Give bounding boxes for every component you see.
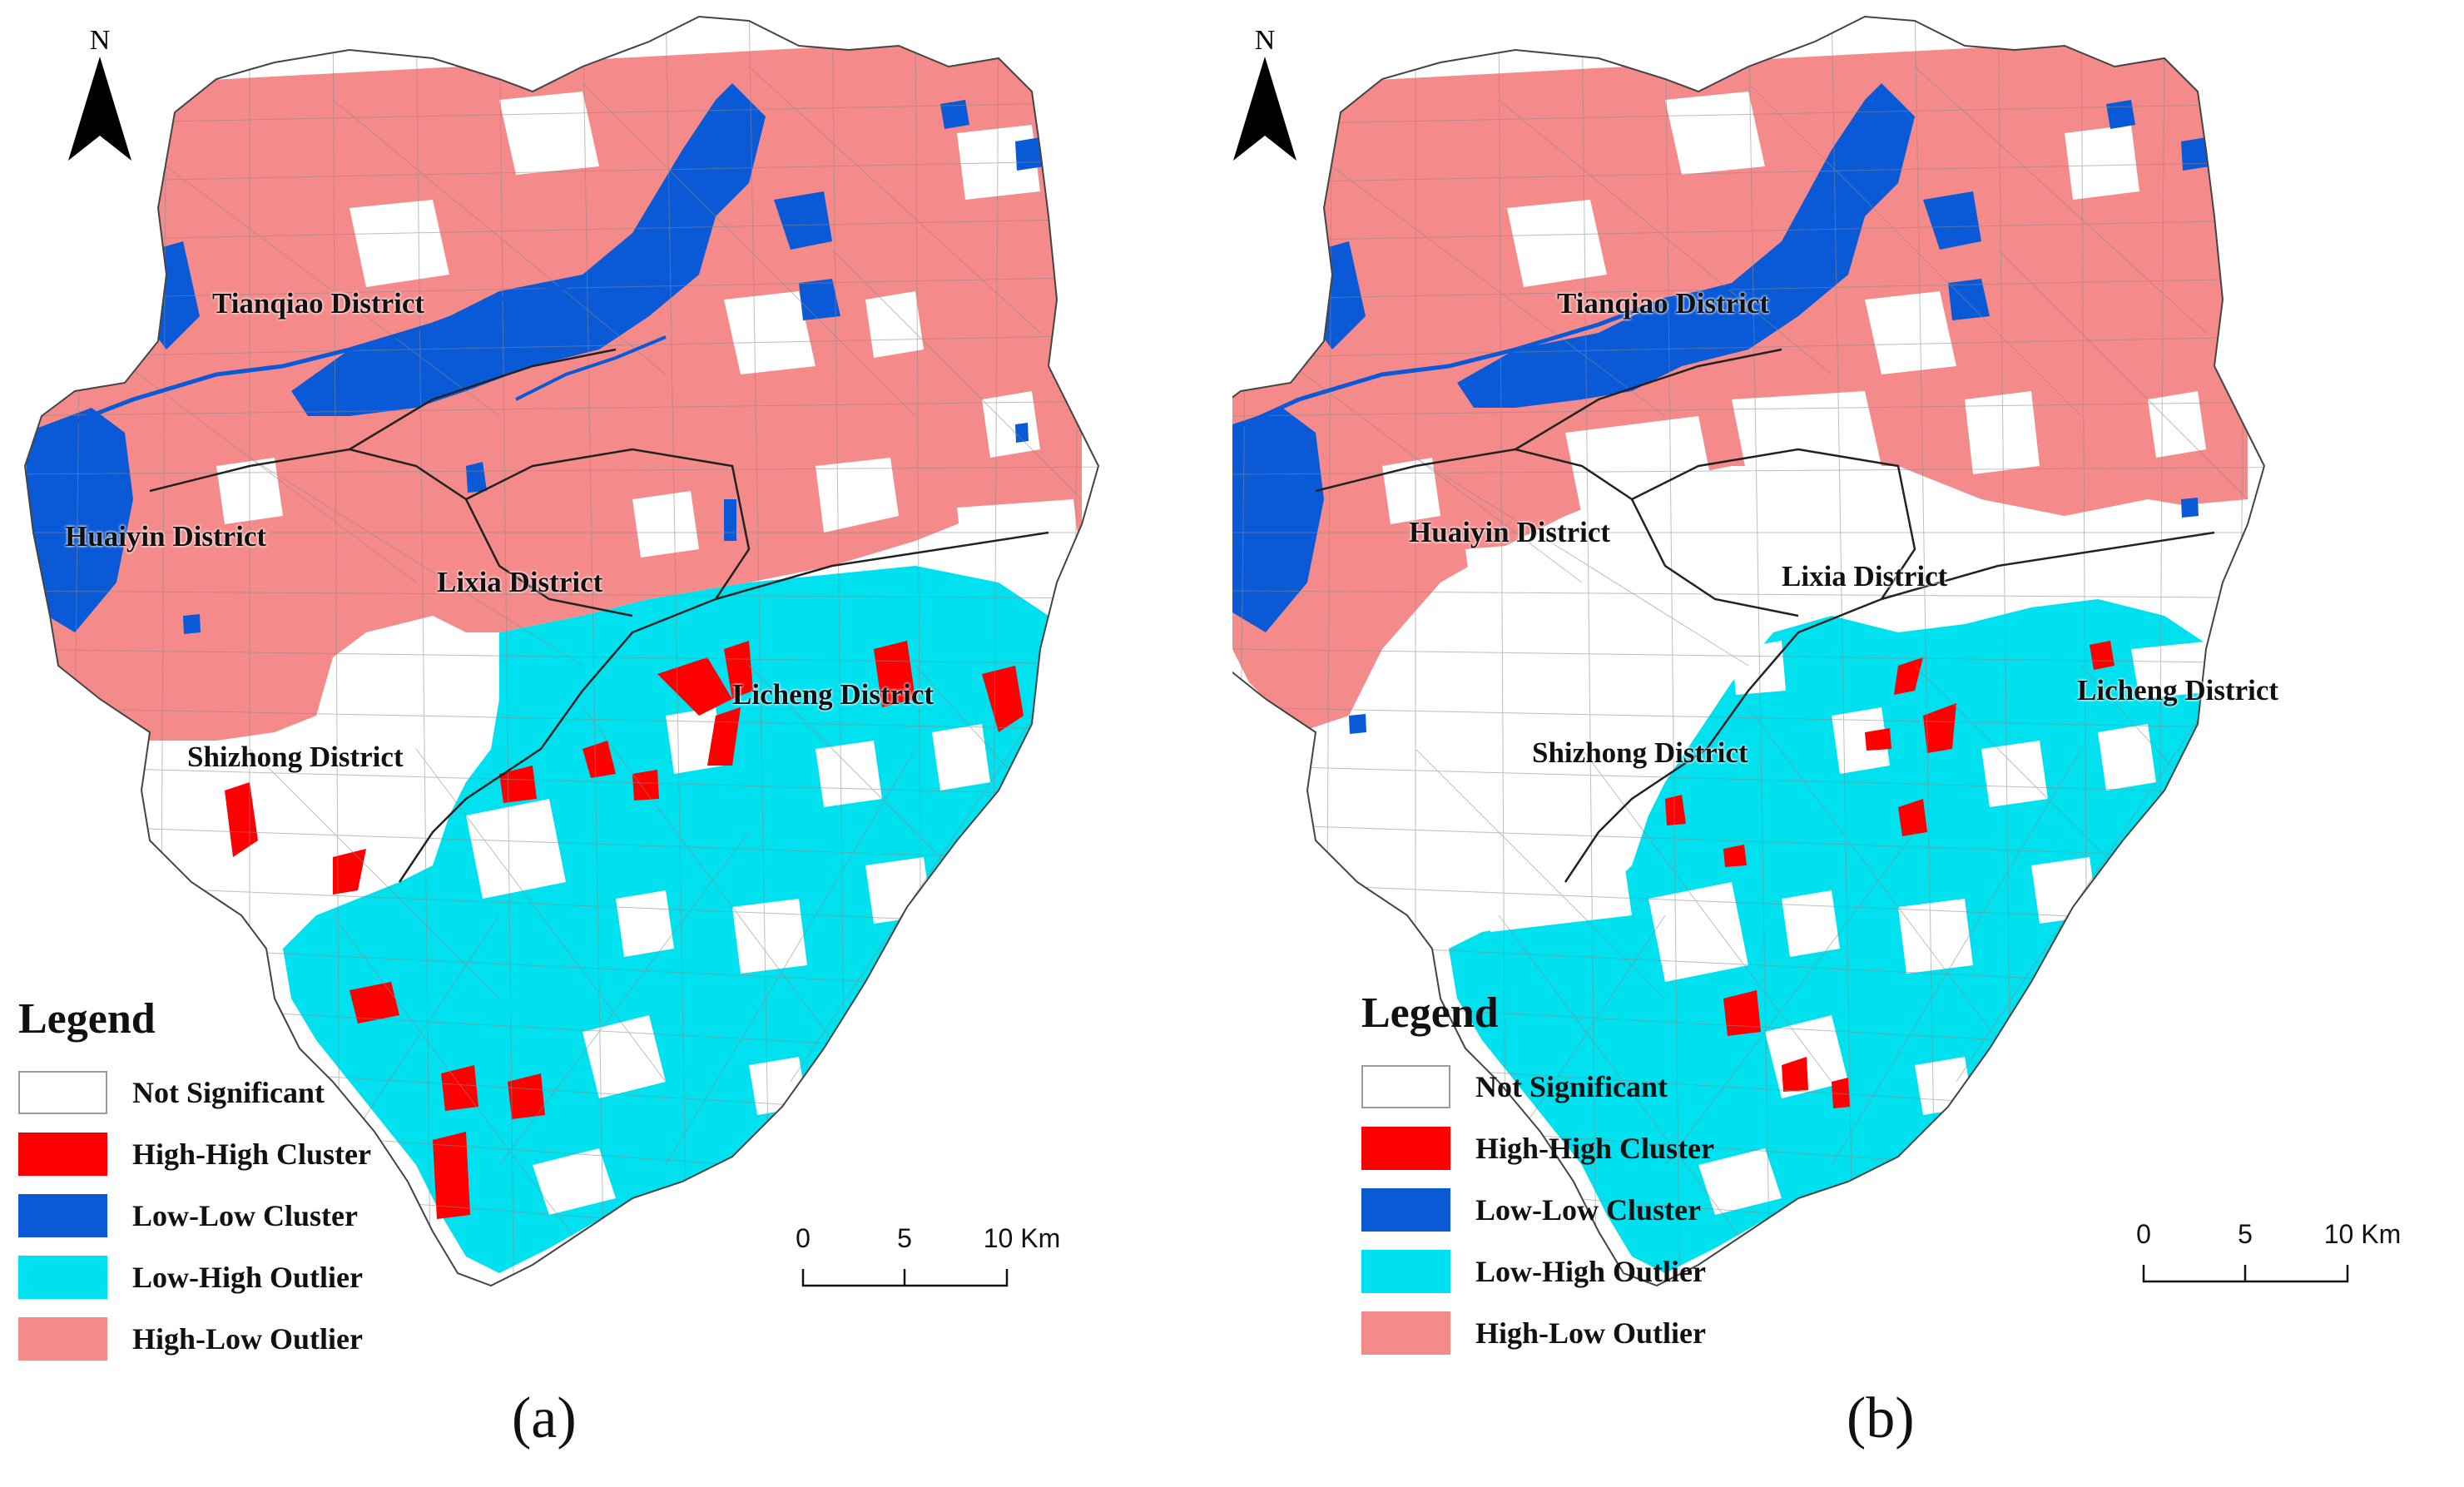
legend-item-high-high: High-High Cluster: [1361, 1118, 1714, 1179]
map-body-b: [1232, 17, 2264, 1286]
swatch-high-high: [18, 1133, 107, 1176]
low-high-region-a: [283, 566, 1082, 1273]
swatch-high-low: [18, 1317, 107, 1361]
legend-item-low-low: Low-Low Cluster: [1361, 1179, 1714, 1241]
scale-tick-label: 5: [897, 1223, 912, 1253]
scale-bar-a: 0 5 10 Km: [796, 1223, 1060, 1298]
swatch-low-high: [18, 1256, 107, 1299]
district-label-huaiyin: Huaiyin District: [65, 520, 267, 553]
swatch-low-low: [18, 1194, 107, 1237]
district-label-licheng: Licheng District: [2077, 674, 2279, 706]
map-panel-b: N Tianqiao District Huaiyin District Lix…: [1232, 0, 2464, 1487]
district-label-lixia: Lixia District: [437, 566, 603, 598]
legend-label: Low-High Outlier: [1475, 1255, 1706, 1288]
north-label: N: [1254, 25, 1276, 56]
legend-item-low-high: Low-High Outlier: [1361, 1241, 1714, 1302]
legend-b: Legend Not Significant High-High Cluster…: [1361, 989, 1714, 1364]
legend-item-low-high: Low-High Outlier: [18, 1247, 371, 1308]
district-boundaries-a: [149, 348, 1049, 883]
legend-label: High-High Cluster: [1475, 1132, 1715, 1165]
low-high-region-b: [1449, 599, 2248, 1273]
legend-label: Low-Low Cluster: [132, 1199, 358, 1232]
district-label-shizhong: Shizhong District: [187, 741, 404, 773]
panel-caption-b: (b): [1847, 1386, 1915, 1450]
map-body-a: [25, 17, 1098, 1286]
scale-bar-b: 0 5 10 Km: [2136, 1219, 2401, 1294]
legend-label: Not Significant: [1475, 1070, 1668, 1103]
scale-bar-ruler: [801, 1269, 1009, 1287]
lisa-cluster-map-a: [23, 15, 1100, 1287]
lisa-cluster-map-b: [1232, 15, 2266, 1287]
scale-tick-label: 5: [2238, 1219, 2253, 1249]
legend-title: Legend: [18, 995, 156, 1043]
legend-item-high-low: High-Low Outlier: [18, 1308, 371, 1370]
legend-label: Not Significant: [132, 1076, 325, 1109]
legend-label: High-Low Outlier: [1475, 1316, 1706, 1350]
legend-label: Low-Low Cluster: [1475, 1193, 1701, 1227]
north-arrow-b: N: [1223, 25, 1306, 169]
north-label: N: [89, 25, 111, 56]
legend-a: Legend Not Significant High-High Cluster…: [18, 994, 371, 1370]
swatch-low-high: [1361, 1250, 1450, 1293]
low-low-region-b: [1457, 83, 1915, 408]
legend-item-high-low: High-Low Outlier: [1361, 1302, 1714, 1364]
swatch-low-low: [1361, 1188, 1450, 1232]
legend-title: Legend: [1361, 989, 1499, 1037]
study-area-outline-a: [23, 15, 1100, 1287]
district-label-huaiyin: Huaiyin District: [1409, 516, 1611, 548]
swatch-not-significant: [1361, 1065, 1450, 1108]
scale-tick-label: 10 Km: [2323, 1219, 2402, 1249]
north-arrow-icon: [68, 57, 131, 161]
district-boundaries-b: [1315, 348, 2215, 883]
north-arrow-a: N: [58, 25, 141, 169]
district-label-tianqiao: Tianqiao District: [1557, 287, 1770, 320]
high-low-region-b: [1232, 33, 2248, 732]
study-area-outline-b: [1232, 15, 2266, 1287]
legend-label: Low-High Outlier: [132, 1261, 363, 1294]
scale-bar-ruler: [2142, 1265, 2349, 1283]
legend-label: High-Low Outlier: [132, 1322, 363, 1356]
panel-caption-a: (a): [512, 1386, 577, 1450]
district-label-lixia: Lixia District: [1782, 560, 1948, 592]
swatch-high-low: [1361, 1311, 1450, 1355]
scale-tick-label: 10 Km: [983, 1223, 1061, 1253]
scale-tick-label: 0: [796, 1223, 811, 1253]
legend-item-not-significant: Not Significant: [18, 1062, 371, 1123]
legend-item-high-high: High-High Cluster: [18, 1123, 371, 1185]
legend-label: High-High Cluster: [132, 1138, 372, 1171]
legend-item-low-low: Low-Low Cluster: [18, 1185, 371, 1247]
district-label-shizhong: Shizhong District: [1532, 736, 1748, 769]
swatch-not-significant: [18, 1071, 107, 1114]
legend-item-not-significant: Not Significant: [1361, 1056, 1714, 1118]
map-panel-a: N Tianqiao District Huaiyin District Lix…: [18, 15, 1100, 1450]
district-label-licheng: Licheng District: [732, 678, 935, 711]
scale-tick-label: 0: [2136, 1219, 2151, 1249]
north-arrow-icon: [1233, 57, 1296, 161]
district-label-tianqiao: Tianqiao District: [212, 287, 425, 320]
swatch-high-high: [1361, 1127, 1450, 1170]
